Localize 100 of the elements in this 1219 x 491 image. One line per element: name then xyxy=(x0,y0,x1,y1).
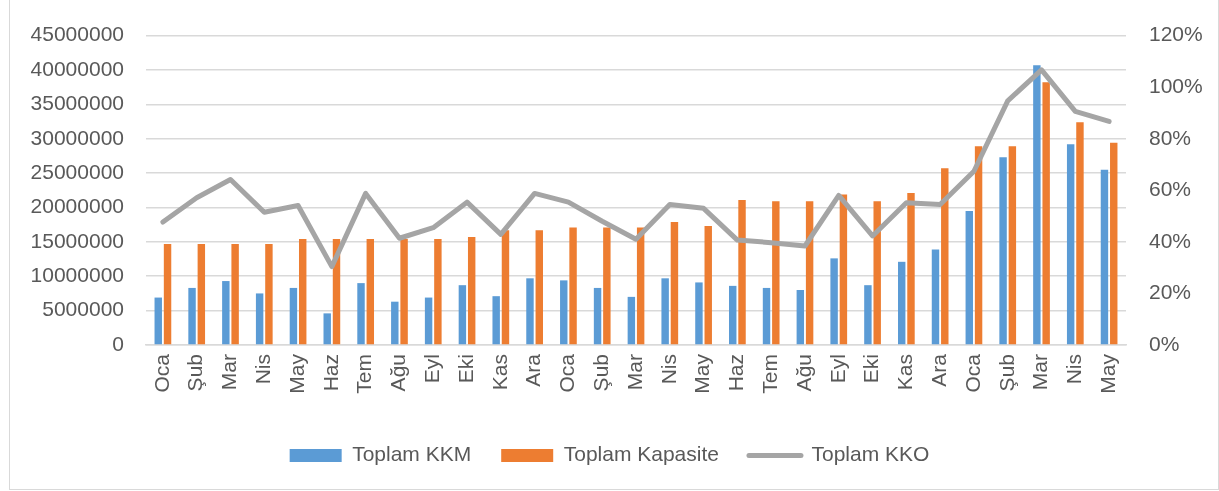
bar xyxy=(197,243,206,345)
x-tick-label: Eki xyxy=(453,354,477,384)
y2-tick-label: 20% xyxy=(1149,280,1192,304)
bar xyxy=(265,243,273,345)
bar xyxy=(897,261,906,345)
x-tick-label: Eki xyxy=(859,354,883,384)
bar xyxy=(526,278,534,345)
x-tick-label: Oca xyxy=(555,353,579,393)
bar xyxy=(941,168,949,345)
x-tick-label: Kas xyxy=(487,354,511,391)
bar xyxy=(366,239,375,345)
bar xyxy=(501,230,510,345)
x-tick-label: Şub xyxy=(589,354,612,392)
bar xyxy=(255,293,264,345)
bar xyxy=(593,287,602,345)
y-tick-label: 10000000 xyxy=(30,263,124,287)
bar xyxy=(603,227,611,345)
y2-tick-label: 0% xyxy=(1149,331,1180,355)
bar xyxy=(323,313,331,345)
bar xyxy=(400,239,408,345)
legend-label: Toplam KKM xyxy=(352,442,472,466)
y-tick-label: 5000000 xyxy=(42,297,124,321)
bar xyxy=(222,281,230,345)
bar xyxy=(695,282,703,345)
bar xyxy=(999,157,1007,345)
bar xyxy=(1033,65,1041,345)
x-tick-label: Şub xyxy=(994,354,1018,392)
y2-tick-label: 60% xyxy=(1149,177,1192,201)
bar xyxy=(569,227,577,345)
x-tick-label: May xyxy=(1095,353,1119,394)
bar xyxy=(492,296,500,345)
bar xyxy=(704,226,712,345)
bar xyxy=(661,278,669,345)
bar xyxy=(864,285,872,345)
bar xyxy=(188,287,196,345)
bar xyxy=(458,285,467,345)
x-tick-label: Eyl xyxy=(825,354,849,384)
x-tick-label: Ağu xyxy=(386,354,410,392)
x-tick-label: May xyxy=(690,353,714,394)
bar xyxy=(467,237,476,345)
bar xyxy=(830,258,838,345)
legend-label: Toplam KKO xyxy=(811,442,930,466)
bar xyxy=(357,283,365,345)
y2-tick-label: 80% xyxy=(1149,125,1192,149)
y2-tick-label: 120% xyxy=(1149,22,1203,46)
x-tick-label: Nis xyxy=(1062,354,1086,385)
x-tick-label: Nis xyxy=(656,354,680,385)
bar xyxy=(931,249,940,345)
x-tick-label: Haz xyxy=(724,354,748,392)
bar xyxy=(424,297,433,345)
x-tick-label: Oca xyxy=(149,353,173,393)
x-tick-label: Nis xyxy=(251,354,275,385)
y-tick-label: 0 xyxy=(112,331,124,355)
x-tick-label: Tem xyxy=(757,354,781,394)
x-tick-label: Tem xyxy=(352,354,376,394)
bar xyxy=(1110,142,1118,345)
bar xyxy=(231,243,239,345)
bar xyxy=(560,280,568,345)
bar xyxy=(796,290,805,345)
legend-label: Toplam Kapasite xyxy=(563,442,719,466)
bar xyxy=(1076,122,1084,345)
y2-tick-label: 40% xyxy=(1149,228,1192,252)
x-tick-label: Ara xyxy=(521,353,545,387)
bar xyxy=(154,297,162,345)
y2-tick-label: 100% xyxy=(1149,73,1203,97)
bar xyxy=(289,287,298,345)
x-tick-label: Kas xyxy=(893,354,917,391)
bar xyxy=(391,301,399,345)
bar xyxy=(1100,169,1109,345)
bar xyxy=(965,210,973,345)
x-tick-label: May xyxy=(284,353,308,394)
y-tick-label: 20000000 xyxy=(30,194,124,218)
bar xyxy=(1008,146,1017,345)
bar xyxy=(762,287,771,345)
bar xyxy=(627,296,636,345)
bar xyxy=(434,239,442,345)
bar xyxy=(163,243,172,345)
x-tick-label: Eyl xyxy=(420,354,444,384)
bar xyxy=(772,201,780,345)
x-tick-label: Ağu xyxy=(791,354,815,392)
x-tick-label: Şub xyxy=(183,354,207,392)
bar xyxy=(738,199,746,345)
x-tick-label: Oca xyxy=(960,353,984,393)
bar xyxy=(1066,144,1075,345)
x-tick-label: Mar xyxy=(1028,354,1052,391)
bar xyxy=(729,285,737,345)
x-tick-label: Mar xyxy=(217,354,241,391)
bar xyxy=(1042,82,1050,345)
y-tick-label: 25000000 xyxy=(30,159,124,183)
bar xyxy=(535,230,543,345)
x-tick-label: Mar xyxy=(622,354,646,391)
bar xyxy=(873,201,881,345)
y-tick-label: 45000000 xyxy=(30,22,124,46)
x-tick-label: Haz xyxy=(318,354,342,392)
bar xyxy=(299,239,307,345)
bar xyxy=(907,193,915,345)
x-tick-label: Ara xyxy=(926,353,950,387)
y-tick-label: 35000000 xyxy=(30,91,124,115)
y-tick-label: 40000000 xyxy=(30,56,124,80)
bar xyxy=(670,221,679,345)
